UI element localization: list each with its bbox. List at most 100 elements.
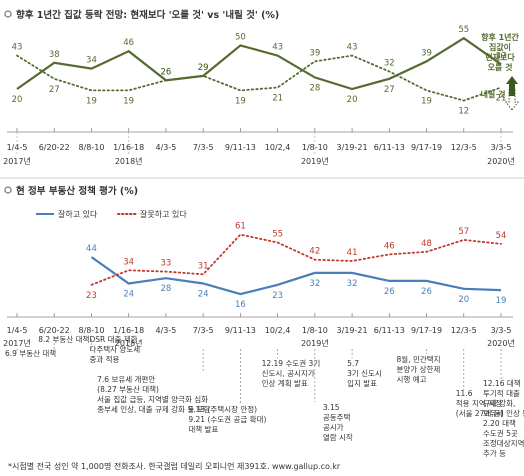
chart1-tick-label: 9/11-13	[225, 143, 256, 152]
chart2-tick-label: 1/4-5	[7, 326, 28, 335]
chart2-good-value-label: 19	[496, 296, 507, 306]
chart1-up-value-label: 43	[272, 43, 283, 53]
chart1-tick-label: 1/16-18	[113, 143, 144, 152]
chart2-year-label: 2019년	[301, 338, 329, 348]
annotation-text: 12.16 대책	[483, 378, 521, 388]
chart1-up-value-label: 26	[161, 67, 172, 77]
chart2-tick-label: 8/8-10	[78, 326, 104, 335]
down-arrow-icon	[505, 89, 519, 111]
chart2-marks: 44 24 28 24 16 23 32 32 26 26 20 19 23 34 33 31 61 55 42 41…	[86, 222, 506, 310]
annotation-text: 입지 발표	[347, 379, 377, 388]
chart1-up-side-label: 향후 1년간	[481, 32, 519, 42]
chart2-tick-label: 9/11-13	[225, 326, 256, 335]
chart1-down-value-label: 21	[496, 94, 507, 104]
chart1-up-value-label: 20	[12, 95, 23, 105]
annotation-text: 11.6	[456, 389, 473, 398]
annotation-text: 5.7	[347, 359, 359, 368]
annotation-text: (8.27 부동산 대책)	[97, 384, 159, 394]
footer-note: *시점별 전국 성인 약 1,000명 전화조사. 한국갤럽 데일리 오피니언 …	[8, 461, 341, 471]
annotation-text: (서울 27개 동)	[456, 408, 504, 418]
chart1-up-value-label: 29	[198, 63, 209, 73]
chart2-tick-label: 6/20-22	[39, 326, 70, 335]
chart1-x-axis: 1/4-5 6/20-22 8/8-10 1/16-18 4/3-5 7/3-5 9/11-…	[3, 128, 515, 166]
annotation-text: 분양가 상한제	[397, 364, 441, 374]
chart1-up-value-label: 28	[309, 83, 320, 93]
annotation-text: 인상 계획 발표	[262, 378, 308, 388]
chart1-tick-label: 7/3-5	[193, 143, 214, 152]
chart1-tick-label: 6/20-22	[39, 143, 70, 152]
chart2-bad-value-label: 48	[421, 239, 432, 249]
legend-good-label: 잘하고 있다	[58, 209, 98, 219]
annotation-text: 대책 발표	[188, 424, 218, 434]
annotation-text: 9.21 (수도권 공급 확대)	[188, 414, 266, 424]
chart1-tick-label: 9/17-19	[411, 143, 442, 152]
chart2-bad-value-label: 57	[458, 227, 469, 237]
chart2-tick-label: 4/3-5	[155, 326, 176, 335]
annotation-text: 신도시, 공시지가	[262, 369, 315, 378]
chart1-tick-label: 6/11-13	[374, 143, 405, 152]
chart1-up-value-label: 20	[347, 95, 358, 105]
chart2-bad-value-label: 31	[198, 261, 209, 271]
annotation-text: 적용 지역 지정	[456, 398, 502, 408]
chart2-bad-value-label: 61	[235, 222, 246, 232]
chart2-tick-label: 7/3-5	[193, 326, 214, 335]
chart1-tick-label: 10/2,4	[265, 143, 291, 152]
annotation-text: 투기적 대출	[483, 388, 520, 398]
annotation-text: DSR 대출 제한	[89, 334, 137, 344]
chart2-tick-label: 1/16-18	[113, 326, 144, 335]
chart1-down-value-label: 43	[12, 43, 23, 53]
chart2-good-value-label: 26	[421, 287, 432, 297]
chart1-up-side-label: 오를 것	[488, 62, 513, 72]
chart2-tick-label: 3/19-21	[337, 326, 368, 335]
chart2-year-label: 2020년	[487, 338, 515, 348]
chart1-down-value-label: 12	[458, 107, 469, 117]
annotation-text: 8.2 부동산 대책	[38, 334, 89, 344]
annotation-text: 다주택자 양도세	[89, 344, 140, 354]
annotation-text: 9.13 (주택시장 안정)	[188, 404, 257, 414]
annotation-text: 공동주택	[323, 412, 351, 422]
chart1-year-label: 2019년	[301, 156, 329, 166]
annotation-text: 3.15	[323, 403, 340, 412]
chart1-down-side-label: 내릴 것	[481, 89, 506, 99]
annotation-text: 서울 집값 급등, 지역별 양극화 심화	[97, 394, 208, 404]
annotation-text: 규제 강화,	[483, 398, 515, 408]
annotation-text: 보유세 인상 등	[483, 408, 524, 418]
chart1-series-down-line	[16, 54, 502, 102]
chart2-good-value-label: 32	[347, 279, 358, 289]
chart2-tick-label: 6/11-13	[374, 326, 405, 335]
annotation-text: 6.9 부동산 대책	[5, 348, 56, 358]
chart1-up-side-label: 현재보다	[485, 52, 515, 62]
annotation-text: 2.20 대책	[483, 418, 516, 428]
chart1-down-value-label: 43	[347, 43, 358, 53]
chart1-down-value-label: 27	[49, 85, 60, 95]
chart1-up-value-label: 27	[384, 85, 395, 95]
chart1-down-value-label: 19	[235, 96, 246, 106]
chart1-down-value-label: 19	[123, 96, 134, 106]
annotation-text: 중과 적용	[89, 354, 119, 364]
chart2-title-bullet	[4, 186, 12, 194]
annotation-text: 열람 시작	[323, 432, 353, 442]
chart2-year-label: 2017년	[3, 338, 31, 348]
chart1-tick-label: 1/4-5	[7, 143, 28, 152]
chart1-year-label: 2018년	[115, 156, 143, 166]
chart1-year-label: 2017년	[3, 156, 31, 166]
chart1-up-value-label: 39	[421, 48, 432, 58]
chart1-up-value-label: 55	[458, 25, 469, 35]
chart1-tick-label: 8/8-10	[78, 143, 104, 152]
chart2-tick-label: 12/3-5	[451, 326, 477, 335]
chart1-down-value-label: 32	[384, 59, 395, 69]
legend-bad-label: 잘못하고 있다	[140, 209, 187, 219]
chart2-tick-label: 9/17-19	[411, 326, 442, 335]
annotation-text: 공시가	[323, 423, 344, 432]
chart2-tick-label: 3/3-5	[491, 326, 512, 335]
chart2-good-value-label: 28	[161, 284, 172, 294]
chart2-series-good-line	[90, 256, 502, 296]
chart1-up-value-label: 34	[86, 56, 97, 66]
chart2-bad-value-label: 41	[347, 248, 358, 258]
chart1-title-bullet	[4, 10, 12, 18]
annotation-text: 12.19 수도권 3기	[262, 359, 321, 368]
chart2-good-value-label: 16	[235, 300, 246, 310]
